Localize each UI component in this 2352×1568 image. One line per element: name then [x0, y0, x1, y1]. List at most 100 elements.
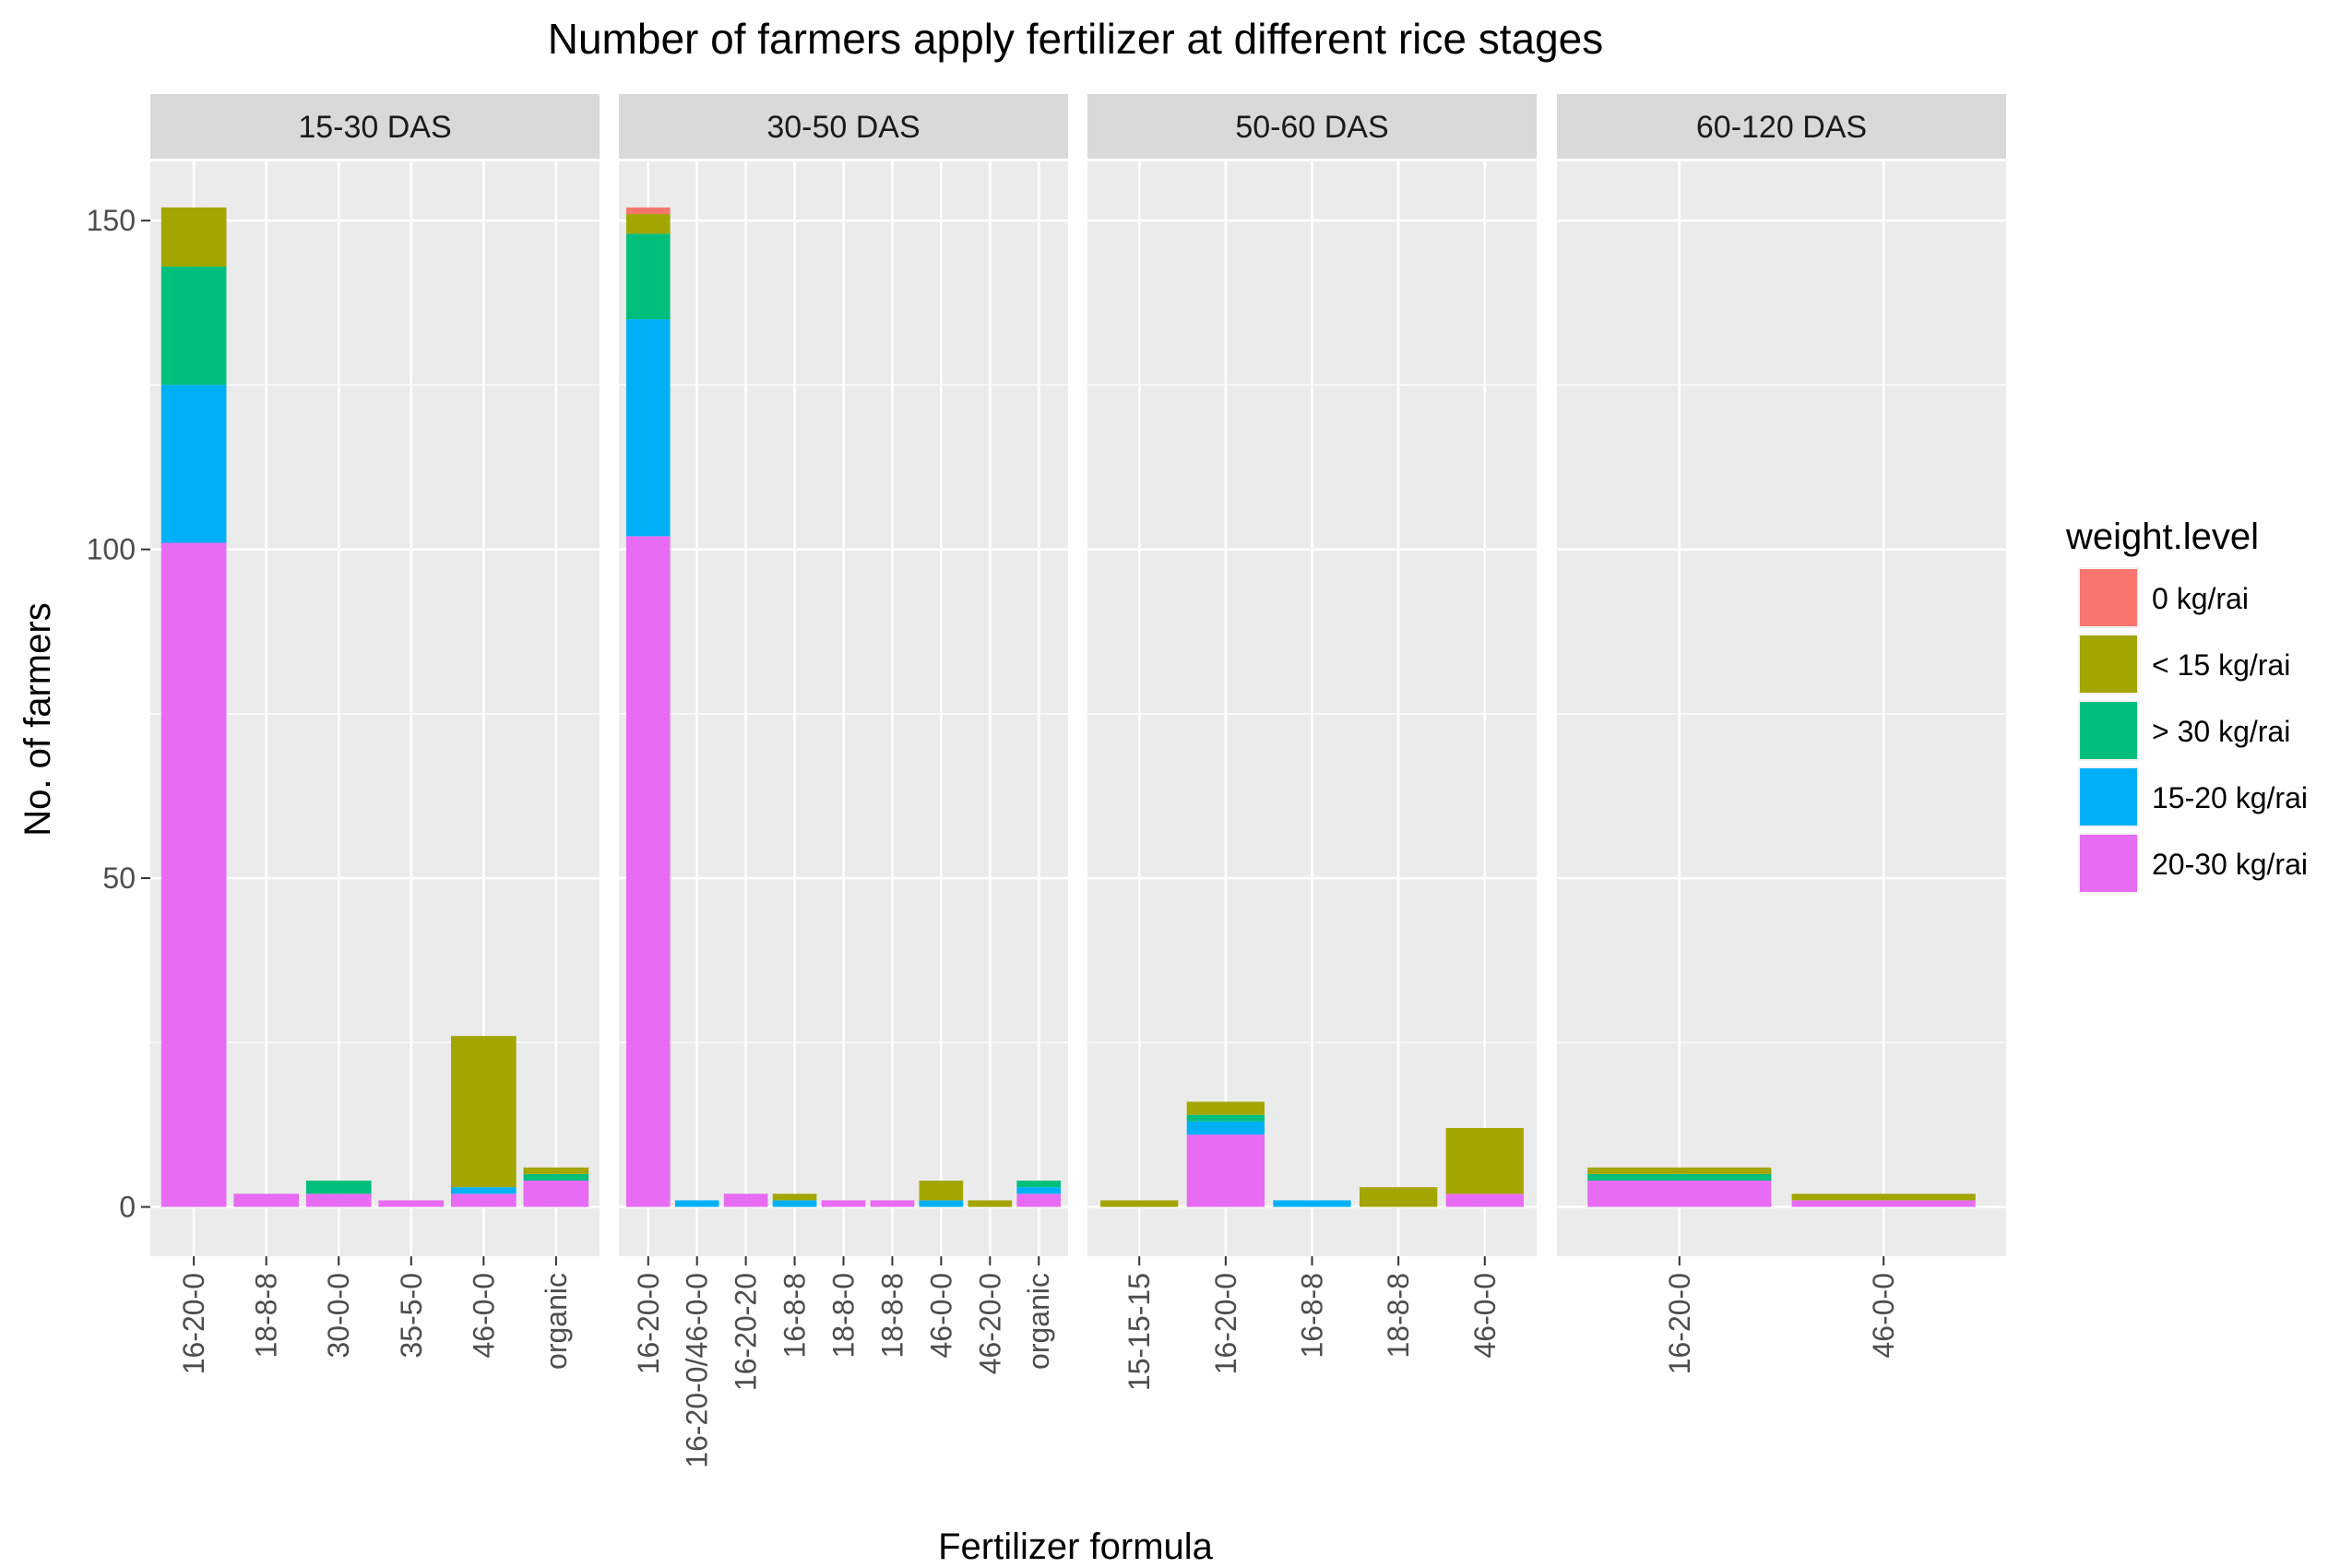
bar-segment: [674, 1200, 719, 1207]
bar-segment: [523, 1181, 589, 1207]
legend-label: > 30 kg/rai: [2152, 715, 2290, 748]
bar-segment: [1791, 1200, 1976, 1207]
x-tick-label: 16-20-0: [632, 1273, 665, 1374]
bar-segment: [1587, 1167, 1772, 1174]
bar-segment: [919, 1181, 964, 1201]
facet-panel: 30-50 DAS 16-20-0 16-20-0/46-0-0 16-20-20 16…: [619, 94, 1068, 1468]
bar-segment: [625, 233, 671, 320]
legend-label: 20-30 kg/rai: [2152, 848, 2308, 881]
x-tick-label: organic: [1022, 1273, 1055, 1370]
bar-segment: [1016, 1187, 1062, 1194]
bar-segment: [870, 1200, 915, 1207]
x-tick-label: 16-20-0/46-0-0: [681, 1273, 714, 1468]
bar-segment: [1445, 1127, 1524, 1194]
bar-segment: [450, 1036, 517, 1188]
facet-panel: 50-60 DAS 15-15-15 16-20-0 16-8-8 18-8-8 46-0…: [1087, 94, 1537, 1391]
bar-segment: [233, 1194, 300, 1207]
legend-title: weight.level: [2065, 517, 2259, 557]
x-tick-label: 46-0-0: [1867, 1273, 1900, 1359]
legend-swatch: [2080, 702, 2137, 759]
bar-segment: [1016, 1194, 1062, 1207]
bar-segment: [1186, 1121, 1265, 1135]
chart-title: Number of farmers apply fertilizer at di…: [548, 15, 1604, 63]
x-tick-label: 46-0-0: [924, 1273, 957, 1359]
x-tick-label: 16-20-0: [1663, 1273, 1696, 1374]
bar-segment: [1587, 1173, 1772, 1182]
bar-segment: [1016, 1181, 1062, 1188]
y-tick-label: 50: [102, 861, 136, 895]
bar-segment: [968, 1200, 1013, 1207]
x-tick-label: 18-8-8: [250, 1273, 283, 1359]
y-tick-label: 150: [87, 204, 136, 237]
x-tick-label: 16-20-0: [1209, 1273, 1242, 1374]
bar-segment: [772, 1200, 817, 1207]
bar-segment: [523, 1173, 589, 1182]
x-axis-title: Fertilizer formula: [938, 1526, 1214, 1567]
bar-segment: [160, 542, 227, 1207]
y-axis: 0 50 100 150: [87, 204, 150, 1224]
x-tick-label: 18-8-8: [875, 1273, 909, 1359]
bar-segment: [160, 207, 227, 267]
x-tick-label: 16-20-20: [730, 1273, 763, 1391]
legend-swatch: [2080, 636, 2137, 693]
bar-segment: [305, 1181, 372, 1194]
legend-swatch: [2080, 768, 2137, 826]
bar-segment: [625, 319, 671, 537]
bar-segment: [1186, 1101, 1265, 1115]
facet-strip-label: 30-50 DAS: [766, 110, 920, 145]
y-tick-label: 0: [119, 1191, 136, 1224]
bar-segment: [625, 214, 671, 234]
y-tick-label: 100: [87, 533, 136, 566]
legend-swatch: [2080, 569, 2137, 626]
bar-segment: [1186, 1134, 1265, 1207]
x-tick-label: 18-8-8: [1382, 1273, 1415, 1359]
x-tick-label: 46-20-0: [973, 1273, 1006, 1374]
bar-segment: [450, 1194, 517, 1207]
x-tick-label: 16-8-8: [778, 1273, 812, 1359]
legend: weight.level 0 kg/rai < 15 kg/rai > 30 kg/…: [2065, 517, 2308, 894]
bar-segment: [1186, 1114, 1265, 1122]
bar-segment: [1587, 1181, 1772, 1207]
x-tick-label: 35-5-0: [395, 1273, 428, 1359]
legend-swatch: [2080, 835, 2137, 892]
facet-strip-label: 60-120 DAS: [1696, 110, 1867, 145]
facet-strip: [1557, 94, 2006, 159]
facet-strip: [1087, 94, 1537, 159]
bar-segment: [1445, 1194, 1524, 1207]
bar-segment: [160, 385, 227, 543]
bar-segment: [772, 1194, 817, 1201]
bar-segment: [523, 1167, 589, 1174]
x-tick-label: 46-0-0: [1468, 1273, 1502, 1359]
x-tick-label: 18-8-0: [827, 1273, 861, 1359]
bar-segment: [1273, 1200, 1351, 1207]
facet-strip-label: 50-60 DAS: [1235, 110, 1388, 145]
facet-strip-label: 15-30 DAS: [298, 110, 451, 145]
x-tick-label: organic: [540, 1273, 573, 1370]
legend-label: 15-20 kg/rai: [2152, 781, 2308, 814]
bar-segment: [305, 1194, 372, 1207]
facet-panel: 15-30 DAS 16-20-0 18-8-8 30-0-0 35-5-0 46-0-0…: [150, 94, 600, 1374]
bar-segment: [1100, 1200, 1179, 1207]
y-axis-title: No. of farmers: [18, 602, 58, 836]
x-tick-label: 15-15-15: [1123, 1273, 1156, 1391]
bar-segment: [160, 267, 227, 386]
bar-segment: [723, 1194, 768, 1207]
facet-strip: [619, 94, 1068, 159]
bar-segment: [625, 536, 671, 1207]
bar-segment: [378, 1200, 445, 1207]
legend-label: 0 kg/rai: [2152, 582, 2249, 615]
bar-segment: [1791, 1194, 1976, 1201]
bar-segment: [450, 1187, 517, 1194]
x-tick-label: 16-20-0: [177, 1273, 210, 1374]
facet-panel: 60-120 DAS 16-20-0 46-0-0: [1557, 94, 2006, 1374]
bar-segment: [625, 207, 671, 215]
x-tick-label: 16-8-8: [1296, 1273, 1329, 1359]
facet-panels: 15-30 DAS 16-20-0 18-8-8 30-0-0 35-5-0 46-0-0…: [150, 94, 2006, 1468]
facet-strip: [150, 94, 600, 159]
panel-background: [1557, 161, 2006, 1256]
x-tick-label: 30-0-0: [322, 1273, 355, 1359]
legend-label: < 15 kg/rai: [2152, 648, 2290, 682]
bar-segment: [919, 1200, 964, 1207]
